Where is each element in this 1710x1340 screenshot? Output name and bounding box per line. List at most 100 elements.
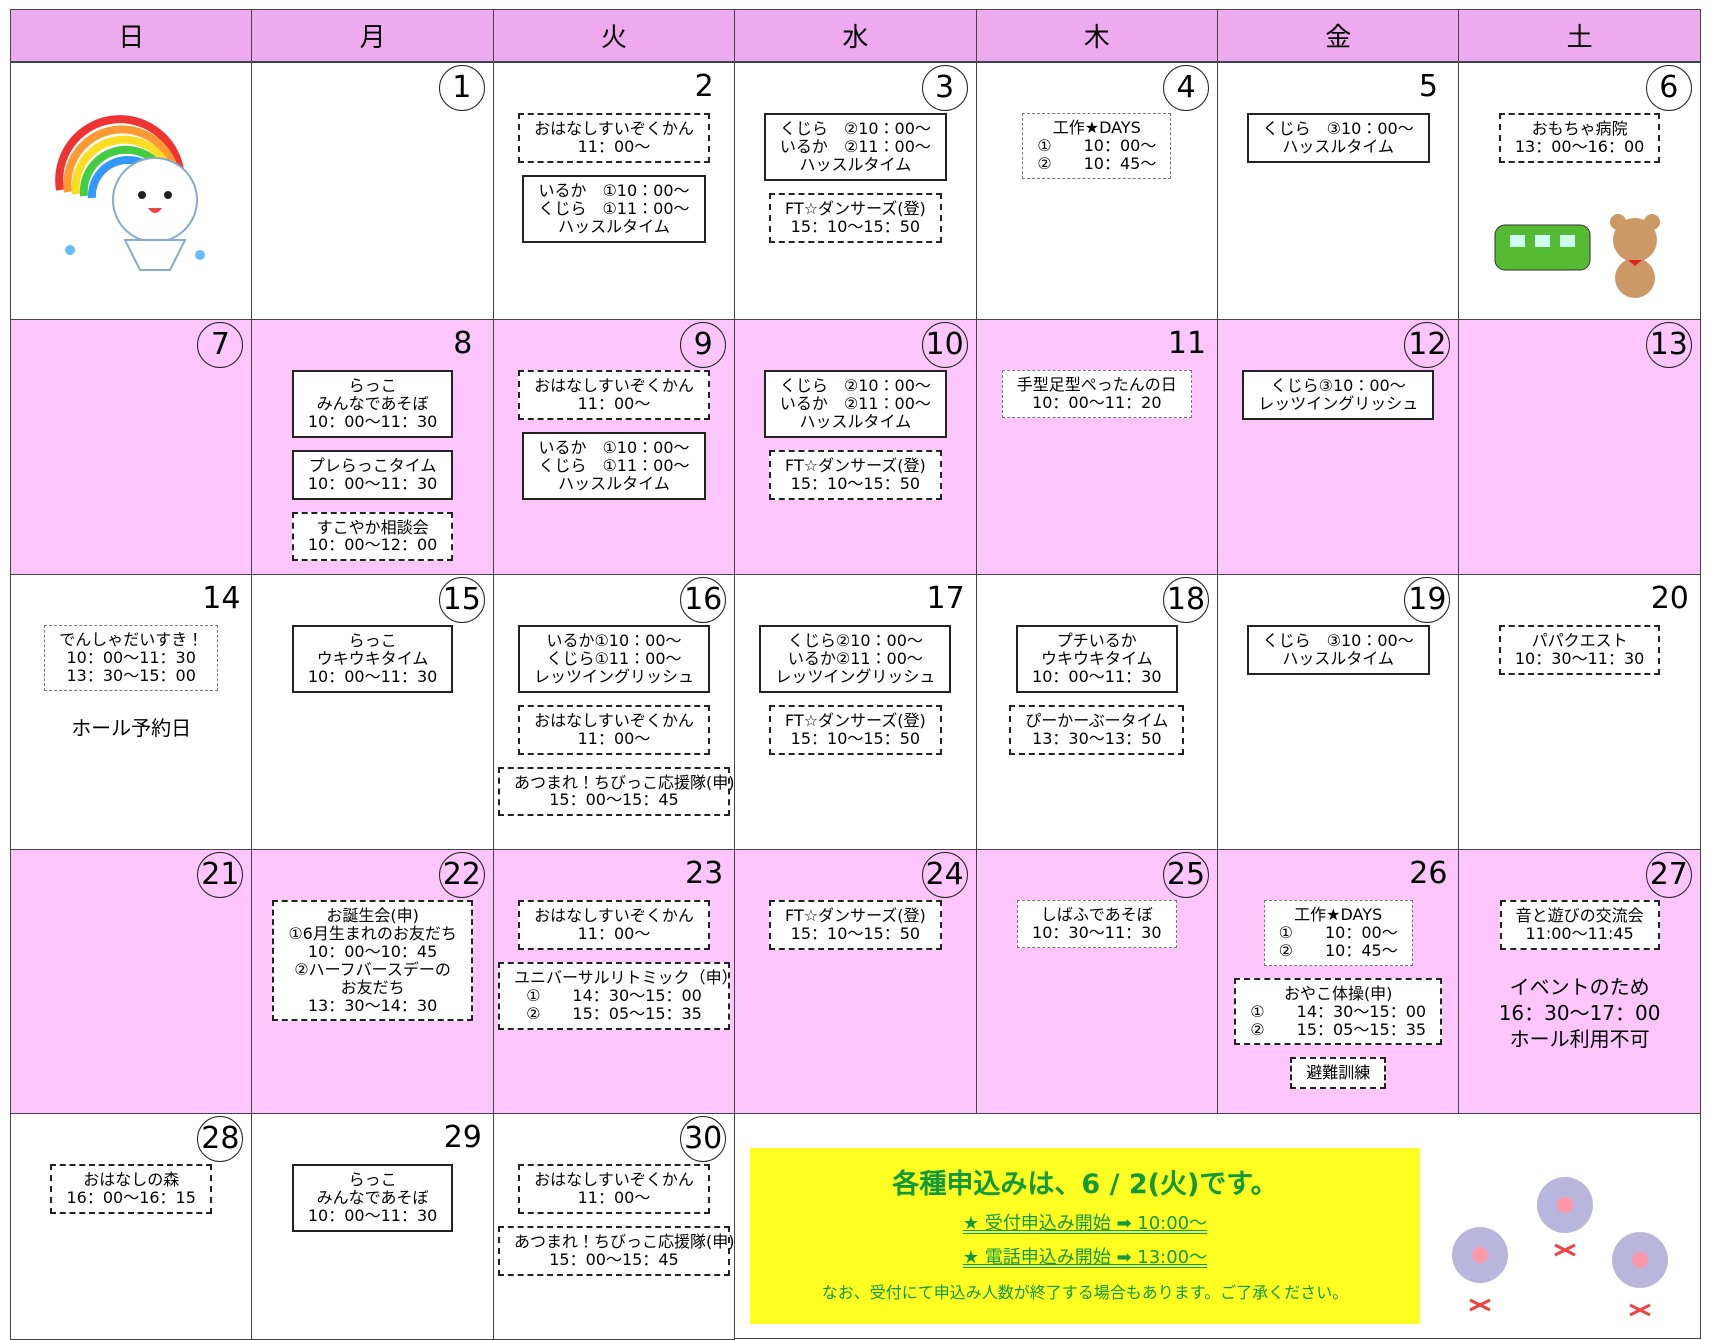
- notice-footer: なお、受付にて申込み人数が終了する場合もあります。ご了承ください。: [821, 1283, 1349, 1302]
- day-cell: 12 くじら③10：00～ レッツイングリッシュ: [1217, 319, 1460, 575]
- event-line: おやこ体操(申): [1283, 983, 1393, 1003]
- event-box: おはなしすいぞくかん 11：00～: [518, 704, 710, 755]
- day-number: 7: [197, 322, 244, 368]
- weekday-header: 水: [734, 9, 977, 62]
- event-line: パパクエスト: [1531, 631, 1628, 650]
- event-line: くじら ①11：00～: [538, 198, 690, 218]
- event-box: くじら③10：00～ レッツイングリッシュ: [1242, 370, 1435, 420]
- event-line: 避難訓練: [1306, 1063, 1371, 1083]
- day-number: 3: [921, 65, 968, 111]
- event-line: くじら ②10：00～: [779, 119, 931, 138]
- event-list: 手型足型ぺったんの日 10：00～11：20: [977, 370, 1217, 418]
- event-line: 13：00～16：00: [1514, 136, 1645, 156]
- event-line: お友だち: [340, 977, 405, 997]
- note-line: ホール利用不可: [1509, 1026, 1650, 1051]
- day-cell: 17 くじら②10：00～ いるか②11：00～ レッツイングリッシュ FT☆ダンサーズ…: [734, 574, 977, 850]
- event-line: ハッスルタイム: [558, 473, 670, 493]
- day-number: 5: [1418, 69, 1438, 104]
- event-line: FT☆ダンサーズ(登): [785, 455, 926, 475]
- event-box: FT☆ダンサーズ(登) 15：10～15：50: [769, 449, 942, 500]
- day-cell: 26 工作★DAYS ① 10：00～ ② 10：45～ おやこ体操(申) ① 14：30…: [1217, 849, 1460, 1114]
- event-box: くじら ③10：00～ ハッスルタイム: [1246, 113, 1430, 163]
- event-line: 15：10～15：50: [790, 216, 921, 236]
- event-line: FT☆ダンサーズ(登): [785, 906, 926, 925]
- notice-line: ★ 電話申込み開始 ➡ 13:00～: [962, 1247, 1208, 1268]
- day-cell: 13: [1458, 319, 1701, 575]
- event-line: ① 14：30～15：00: [1250, 1001, 1427, 1021]
- day-number: 28: [197, 1116, 244, 1162]
- event-list: くじら ②10：00～ いるか ②11：00～ ハッスルタイム FT☆ダンサーズ(登)…: [735, 370, 975, 500]
- event-line: くじら①11：00～: [546, 648, 682, 668]
- event-list: らっこ ウキウキタイム 10：00～11：30: [252, 625, 492, 693]
- day-number: 2: [694, 69, 714, 104]
- day-cell: 28 おはなしの森 16：00～16：15: [10, 1113, 253, 1340]
- event-line: ① 14：30～15：00: [526, 985, 702, 1005]
- event-line: あつまれ！ちびっこ応援隊(申): [513, 772, 735, 792]
- event-line: らっこ: [348, 631, 397, 650]
- event-line: 16：00～16：15: [66, 1187, 196, 1207]
- day-number: 18: [1162, 577, 1209, 623]
- event-line: くじら②10：00～: [787, 631, 923, 650]
- event-list: らっこ みんなであそぼ 10：00～11：30: [252, 1164, 492, 1232]
- event-line: 15：00～15：45: [549, 1249, 679, 1269]
- event-line: 11：00～: [577, 1187, 651, 1207]
- event-box: ぴーかーぶータイム 13：30～13：50: [1009, 704, 1185, 755]
- day-cell: 22 お誕生会(申) ①6月生まれのお友だち 10：00～10：45 ②ハーフバースデー…: [251, 849, 494, 1114]
- event-box: 避難訓練: [1290, 1057, 1387, 1090]
- event-box: FT☆ダンサーズ(登) 15：10～15：50: [769, 900, 942, 950]
- event-box: プチいるか ウキウキタイム 10：00～11：30: [1016, 625, 1178, 693]
- event-box: おもちゃ病院 13：00～16：00: [1498, 113, 1661, 163]
- event-line: 11：00～: [577, 393, 651, 413]
- event-line: いるか②11：00～: [787, 648, 923, 668]
- event-line: ②ハーフバースデーの: [294, 959, 451, 979]
- event-line: おはなしすいぞくかん: [534, 710, 694, 730]
- event-list: しばふであそぼ 10：30～11：30: [977, 900, 1217, 948]
- event-line: FT☆ダンサーズ(登): [785, 198, 926, 218]
- note-line: イベントのため: [1509, 974, 1650, 999]
- day-cell: 4 工作★DAYS ① 10：00～ ② 10：45～: [975, 62, 1218, 320]
- event-list: でんしゃだいすき！ 10：00～11：30 13：30～15：00 ホール予約日: [11, 625, 251, 741]
- event-line: 10：30～11：30: [1032, 922, 1162, 942]
- event-line: おはなしすいぞくかん: [534, 906, 694, 925]
- event-line: 11:00～11:45: [1525, 923, 1634, 943]
- event-box: 工作★DAYS ① 10：00～ ② 10：45～: [1022, 113, 1172, 179]
- weekday-header: 月: [251, 9, 494, 62]
- day-cell: 30 おはなしすいぞくかん 11：00～ あつまれ！ちびっこ応援隊(申) 15：00～1…: [492, 1113, 736, 1340]
- event-list: おはなしの森 16：00～16：15: [11, 1164, 251, 1214]
- event-line: いるか ②11：00～: [779, 136, 931, 156]
- day-number: 1: [438, 65, 485, 111]
- event-line: みんなであそぼ: [316, 1187, 429, 1207]
- day-number: 29: [443, 1120, 482, 1155]
- day-number: 21: [197, 852, 244, 898]
- day-cell: 5 くじら ③10：00～ ハッスルタイム: [1217, 62, 1460, 320]
- event-list: お誕生会(申) ①6月生まれのお友だち 10：00～10：45 ②ハーフバースデーのお…: [252, 900, 492, 1022]
- day-cell: 2 おはなしすいぞくかん 11：00～ いるか ①10：00～ くじら ①11：00～ハ…: [492, 62, 736, 320]
- flower-illustration: [1452, 1177, 1668, 1317]
- day-cell: 11 手型足型ぺったんの日 10：00～11：20: [975, 319, 1218, 575]
- event-box: でんしゃだいすき！ 10：00～11：30 13：30～15：00: [44, 625, 219, 691]
- event-list: おはなしすいぞくかん 11：00～ いるか ①10：00～ くじら ①11：00～ ハッ…: [494, 370, 734, 500]
- day-number: 12: [1404, 322, 1451, 368]
- event-line: 15：00～15：45: [549, 790, 679, 810]
- event-line: いるか ②11：00～: [779, 393, 931, 413]
- event-line: くじら③10：00～: [1270, 376, 1406, 395]
- event-box: おはなしすいぞくかん 11：00～: [518, 113, 710, 163]
- event-list: おはなしすいぞくかん 11：00～ あつまれ！ちびっこ応援隊(申) 15：00～15：…: [494, 1164, 734, 1276]
- event-list: くじら ③10：00～ ハッスルタイム: [1218, 113, 1458, 163]
- event-line: お誕生会(申): [326, 906, 419, 925]
- event-line: 手型足型ぺったんの日: [1016, 375, 1177, 394]
- day-number: 22: [438, 852, 485, 898]
- event-line: プチいるか: [1056, 631, 1137, 650]
- weekday-header: 木: [975, 9, 1218, 62]
- event-line: 13：30～14：30: [307, 995, 438, 1015]
- day-number: 23: [685, 856, 724, 891]
- weekday-header: 金: [1217, 9, 1460, 62]
- event-line: 10：00～11：20: [1032, 392, 1162, 412]
- event-line: 11：00～: [577, 923, 651, 943]
- weekday-header: 土: [1458, 9, 1701, 62]
- event-line: ウキウキタイム: [316, 648, 429, 668]
- day-number: 26: [1409, 856, 1448, 891]
- day-number: 9: [680, 322, 727, 368]
- event-list: 工作★DAYS ① 10：00～ ② 10：45～: [977, 113, 1217, 179]
- day-cell: 1: [251, 62, 494, 320]
